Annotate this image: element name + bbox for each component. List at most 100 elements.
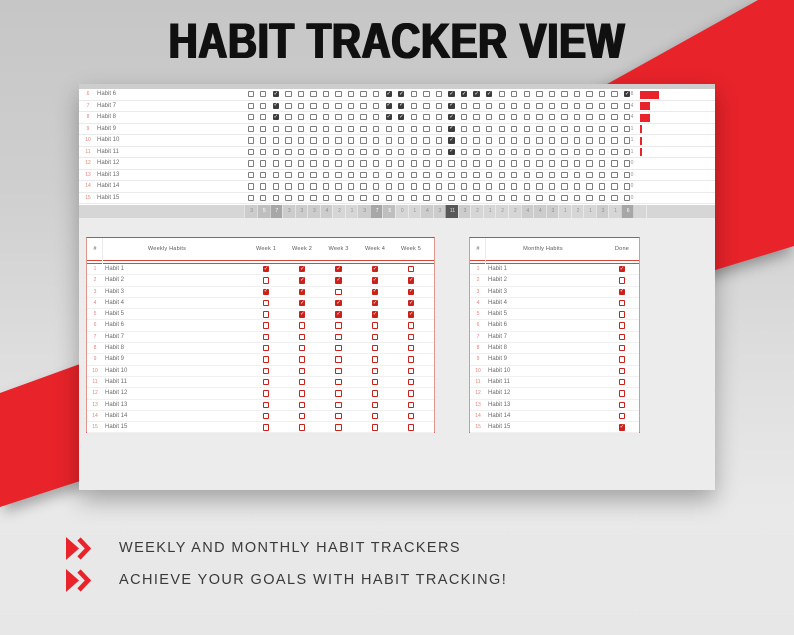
weekly-checkbox[interactable] — [408, 333, 415, 341]
daily-checkbox[interactable] — [485, 194, 493, 202]
weekly-checkbox[interactable] — [262, 277, 270, 284]
daily-checkbox[interactable] — [373, 114, 380, 121]
daily-checkbox[interactable] — [260, 160, 267, 167]
daily-checkbox[interactable] — [498, 102, 505, 109]
daily-checkbox[interactable] — [460, 183, 468, 190]
daily-checkbox[interactable] — [322, 102, 330, 109]
daily-checkbox[interactable] — [473, 137, 480, 144]
daily-checkbox[interactable] — [523, 171, 530, 179]
daily-checkbox[interactable] — [511, 194, 518, 202]
daily-checkbox[interactable] — [473, 114, 480, 121]
daily-checkbox[interactable] — [410, 125, 418, 133]
daily-checkbox[interactable] — [448, 102, 455, 109]
daily-checkbox[interactable] — [473, 171, 480, 179]
daily-checkbox[interactable] — [473, 194, 480, 202]
daily-checkbox[interactable] — [247, 160, 254, 167]
daily-checkbox[interactable] — [260, 137, 267, 144]
weekly-checkbox[interactable] — [299, 390, 306, 397]
daily-checkbox[interactable] — [435, 137, 443, 144]
daily-checkbox[interactable] — [360, 91, 367, 98]
weekly-checkbox[interactable] — [262, 288, 270, 295]
daily-checkbox[interactable] — [460, 125, 468, 133]
daily-checkbox[interactable] — [598, 125, 606, 133]
daily-checkbox[interactable] — [285, 148, 292, 156]
daily-checkbox[interactable] — [398, 148, 405, 156]
daily-checkbox[interactable] — [624, 102, 631, 109]
daily-checkbox[interactable] — [260, 114, 267, 121]
daily-checkbox[interactable] — [385, 114, 392, 121]
daily-checkbox[interactable] — [536, 183, 543, 190]
daily-checkbox[interactable] — [536, 91, 543, 98]
weekly-checkbox[interactable] — [408, 266, 415, 273]
weekly-checkbox[interactable] — [371, 367, 379, 375]
daily-checkbox[interactable] — [611, 125, 618, 133]
done-checkbox[interactable] — [618, 390, 626, 397]
daily-checkbox[interactable] — [272, 160, 279, 167]
daily-checkbox[interactable] — [423, 102, 430, 109]
daily-checkbox[interactable] — [573, 183, 581, 190]
daily-checkbox[interactable] — [247, 171, 254, 179]
weekly-checkbox[interactable] — [371, 333, 379, 341]
weekly-checkbox[interactable] — [262, 412, 270, 420]
daily-checkbox[interactable] — [310, 91, 317, 98]
done-checkbox[interactable] — [618, 356, 626, 363]
daily-checkbox[interactable] — [573, 125, 581, 133]
weekly-checkbox[interactable] — [335, 266, 342, 273]
daily-checkbox[interactable] — [360, 171, 367, 179]
daily-checkbox[interactable] — [598, 102, 606, 109]
daily-checkbox[interactable] — [460, 148, 468, 156]
daily-checkbox[interactable] — [247, 183, 254, 190]
weekly-checkbox[interactable] — [408, 401, 415, 408]
daily-checkbox[interactable] — [410, 171, 418, 179]
done-checkbox[interactable] — [618, 378, 626, 386]
weekly-checkbox[interactable] — [371, 424, 379, 431]
daily-checkbox[interactable] — [347, 125, 355, 133]
daily-checkbox[interactable] — [285, 125, 292, 133]
daily-checkbox[interactable] — [523, 148, 530, 156]
weekly-checkbox[interactable] — [371, 299, 379, 307]
weekly-checkbox[interactable] — [371, 311, 379, 318]
daily-checkbox[interactable] — [624, 91, 631, 98]
daily-checkbox[interactable] — [523, 102, 530, 109]
daily-checkbox[interactable] — [511, 160, 518, 167]
weekly-checkbox[interactable] — [299, 345, 306, 352]
daily-checkbox[interactable] — [435, 171, 443, 179]
daily-checkbox[interactable] — [586, 102, 593, 109]
daily-checkbox[interactable] — [247, 148, 254, 156]
daily-checkbox[interactable] — [498, 183, 505, 190]
weekly-checkbox[interactable] — [408, 311, 415, 318]
daily-checkbox[interactable] — [335, 125, 342, 133]
daily-checkbox[interactable] — [310, 125, 317, 133]
daily-checkbox[interactable] — [385, 160, 392, 167]
weekly-checkbox[interactable] — [335, 367, 342, 375]
daily-checkbox[interactable] — [573, 148, 581, 156]
daily-checkbox[interactable] — [561, 102, 568, 109]
weekly-checkbox[interactable] — [262, 424, 270, 431]
daily-checkbox[interactable] — [310, 171, 317, 179]
daily-checkbox[interactable] — [523, 160, 530, 167]
daily-checkbox[interactable] — [460, 194, 468, 202]
done-checkbox[interactable] — [618, 367, 626, 375]
daily-checkbox[interactable] — [561, 194, 568, 202]
daily-checkbox[interactable] — [485, 102, 493, 109]
daily-checkbox[interactable] — [398, 91, 405, 98]
daily-checkbox[interactable] — [448, 183, 455, 190]
daily-checkbox[interactable] — [398, 183, 405, 190]
daily-checkbox[interactable] — [598, 160, 606, 167]
daily-checkbox[interactable] — [573, 160, 581, 167]
daily-checkbox[interactable] — [272, 114, 279, 121]
weekly-checkbox[interactable] — [335, 412, 342, 420]
daily-checkbox[interactable] — [523, 183, 530, 190]
daily-checkbox[interactable] — [498, 171, 505, 179]
daily-checkbox[interactable] — [360, 160, 367, 167]
weekly-checkbox[interactable] — [299, 266, 306, 273]
done-checkbox[interactable] — [618, 424, 626, 431]
daily-checkbox[interactable] — [285, 91, 292, 98]
daily-checkbox[interactable] — [498, 148, 505, 156]
daily-checkbox[interactable] — [573, 137, 581, 144]
daily-checkbox[interactable] — [398, 171, 405, 179]
daily-checkbox[interactable] — [611, 160, 618, 167]
daily-checkbox[interactable] — [297, 91, 305, 98]
daily-checkbox[interactable] — [310, 114, 317, 121]
weekly-checkbox[interactable] — [371, 356, 379, 363]
